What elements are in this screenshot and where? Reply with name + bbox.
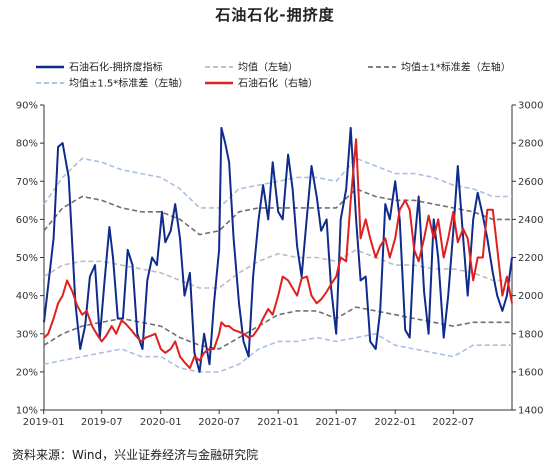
x-tick-label: 2019-07 [81, 417, 123, 428]
legend-label-2: 均值±1*标准差（左轴） [401, 61, 511, 74]
series-upper-line-3 [43, 157, 512, 209]
left-tick-label: 50% [16, 253, 38, 264]
series-line-4 [43, 138, 513, 370]
legend: 石油石化-拥挤度指标 均值（左轴） 均值±1*标准差（左轴） 均值±1.5*标准差（左… [36, 61, 511, 90]
chart-title: 石油石化-拥挤度 [215, 6, 335, 24]
legend-label-0: 石油石化-拥挤度指标 [69, 61, 163, 74]
x-tick-label: 2021-01 [257, 417, 299, 428]
right-tick-label: 1400 [518, 406, 543, 417]
left-tick-label: 90% [16, 101, 38, 112]
axes: 10% 20% 30% 40% 50% 60% 70% 80% 90% 1400 1600 1800 2… [16, 101, 544, 429]
left-tick-label: 10% [16, 406, 38, 417]
right-tick-label: 1800 [518, 329, 543, 340]
x-tick-label: 2021-07 [315, 417, 357, 428]
right-tick-label: 2600 [518, 177, 543, 188]
legend-label-4: 石油石化（右轴） [238, 77, 318, 90]
series-lines [43, 126, 513, 373]
legend-label-1: 均值（左轴） [238, 61, 298, 74]
right-tick-label: 1600 [518, 367, 543, 378]
right-tick-label: 2000 [518, 291, 543, 302]
x-tick-label: 2022-01 [374, 417, 416, 428]
source-note: 资料来源：Wind，兴业证券经济与金融研究院 [12, 448, 259, 462]
x-tick-label: 2019-01 [23, 417, 65, 428]
x-tick-label: 2020-07 [198, 417, 240, 428]
left-tick-label: 30% [16, 329, 38, 340]
right-tick-label: 3000 [518, 101, 543, 112]
left-tick-label: 20% [16, 367, 38, 378]
x-tick-label: 2022-07 [432, 417, 474, 428]
left-tick-label: 60% [16, 215, 38, 226]
left-tick-label: 70% [16, 177, 38, 188]
legend-label-3: 均值±1.5*标准差（左轴） [69, 77, 188, 90]
left-tick-label: 80% [16, 139, 38, 150]
right-tick-label: 2400 [518, 215, 543, 226]
series-lower-line-3 [43, 333, 512, 373]
x-tick-label: 2020-01 [140, 417, 182, 428]
series-line-1 [43, 249, 512, 289]
left-tick-label: 40% [16, 291, 38, 302]
right-tick-label: 2200 [518, 253, 543, 264]
series-line-0 [43, 126, 513, 373]
right-tick-label: 2800 [518, 139, 543, 150]
